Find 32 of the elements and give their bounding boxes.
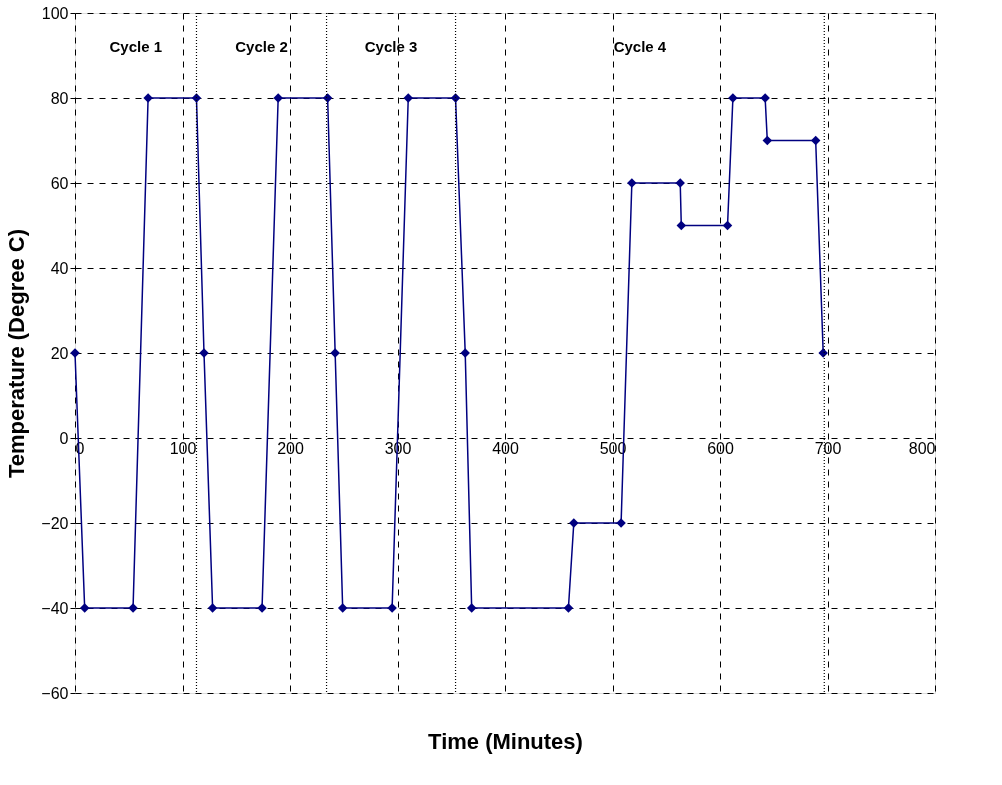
point [450, 93, 461, 103]
point [722, 220, 733, 231]
x-tick-label: 600 [707, 439, 734, 457]
y-tick-label: 20 [50, 344, 69, 362]
point [762, 135, 773, 146]
y-tick-label: 80 [50, 89, 69, 107]
x-tick-label: 800 [908, 439, 936, 457]
y-axis-title: Temperature (Degree C) [4, 229, 30, 478]
point [322, 93, 333, 103]
point [676, 220, 687, 231]
annotation: Cycle 3 [364, 38, 418, 55]
point [466, 603, 477, 613]
point [70, 348, 80, 358]
y-tick-label: −40 [41, 599, 69, 617]
x-tick-label: 200 [277, 439, 304, 457]
y-tick-label: 100 [41, 4, 69, 22]
point [563, 603, 574, 613]
point [207, 603, 218, 613]
y-tick-label: 60 [50, 174, 69, 192]
x-axis-title: Time (Minutes) [428, 728, 583, 754]
annotation: Cycle 4 [613, 38, 667, 55]
x-tick-label: 400 [492, 439, 519, 457]
y-tick-label: 40 [50, 259, 69, 277]
x-tick-label: 700 [814, 439, 842, 457]
y-tick-label: −60 [41, 684, 69, 702]
annotation: Cycle 1 [109, 38, 163, 55]
x-tick-label: 100 [169, 439, 197, 457]
point [810, 135, 821, 146]
point [79, 603, 90, 613]
annotation: Cycle 2 [235, 38, 288, 55]
y-tick-label: −20 [41, 514, 69, 532]
point [337, 603, 348, 613]
